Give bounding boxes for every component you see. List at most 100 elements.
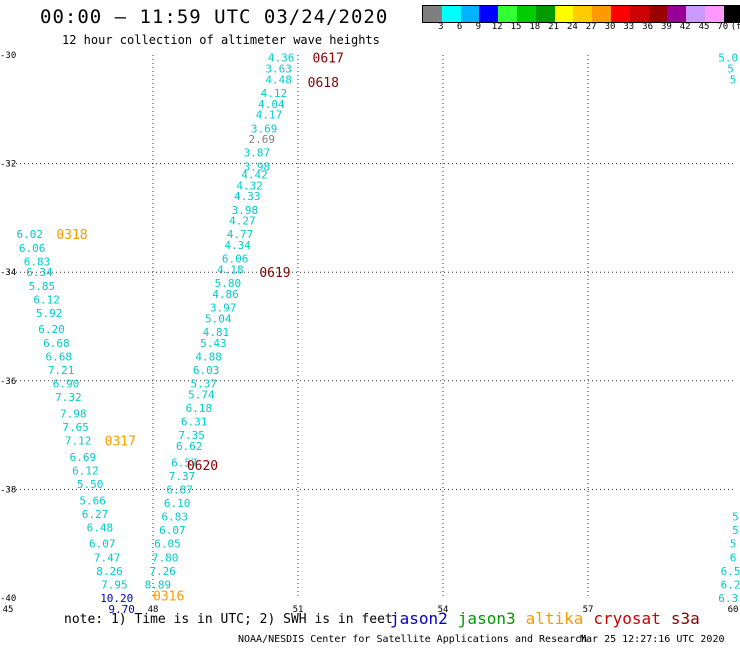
- units-note: note: 1) Time is in UTC; 2) SWH is in fe…: [64, 612, 393, 627]
- swh-value: 6.07: [159, 524, 186, 537]
- swh-value: 6.07: [89, 538, 116, 551]
- swh-value: 7.12: [65, 435, 92, 448]
- swh-value: 4.48: [265, 73, 292, 86]
- color-swatch: [460, 6, 480, 22]
- swh-value: 7.35: [178, 429, 205, 442]
- swh-value: 3.97: [210, 301, 237, 314]
- y-tick-label: -38: [0, 485, 16, 495]
- data-points: 4.363.634.484.124.044.173.692.693.873.98…: [17, 52, 740, 616]
- swh-value: 7.32: [55, 391, 82, 404]
- swh-value: 7.80: [152, 551, 179, 564]
- swh-value: 2.69: [249, 133, 276, 146]
- swh-value: 4.86: [212, 288, 239, 301]
- swh-value: 6.83: [24, 255, 51, 268]
- swh-value: 4.81: [203, 326, 230, 339]
- color-scale-label: 70: [717, 22, 729, 32]
- pass-label: 0318: [56, 228, 87, 243]
- swh-value: 10.20: [100, 592, 133, 605]
- swh-value: 6.90: [53, 378, 80, 391]
- swh-value: 6.02: [17, 228, 44, 241]
- color-scale-label: 6: [456, 22, 463, 32]
- y-tick-label: -34: [0, 268, 16, 278]
- swh-value: 6.62: [176, 440, 203, 453]
- x-tick-label: 45: [3, 605, 14, 615]
- legend-entry: altika: [525, 609, 584, 628]
- color-swatch: [667, 6, 687, 22]
- color-scale-label: 45: [698, 22, 710, 32]
- swh-value: 7.98: [60, 407, 87, 420]
- swh-value: 5.80: [215, 277, 242, 290]
- swh-value: 5: [732, 524, 739, 537]
- chart-subtitle: 12 hour collection of altimeter wave hei…: [62, 33, 380, 47]
- pass-label: 0617: [313, 52, 344, 67]
- swh-value: 6.03: [193, 364, 220, 377]
- swh-value: 4.12: [261, 87, 288, 100]
- x-tick-label: 57: [583, 605, 594, 615]
- swh-value: 4.77: [227, 228, 254, 241]
- color-swatch: [573, 6, 593, 22]
- swh-value: 5: [727, 63, 734, 76]
- color-scale-bar: [422, 5, 740, 23]
- color-scale-label: 39: [660, 22, 672, 32]
- swh-value: 5.50: [77, 478, 104, 491]
- color-swatch: [554, 6, 574, 22]
- color-scale-label: 9: [475, 22, 482, 32]
- swh-value: 6.20: [38, 323, 65, 336]
- color-swatch: [498, 6, 517, 22]
- swh-value: 6.69: [70, 451, 97, 464]
- swh-value: 6.68: [43, 337, 70, 350]
- swh-value: 5.04: [205, 312, 232, 325]
- y-tick-label: -40: [0, 594, 16, 604]
- swh-value: 5.43: [200, 337, 227, 350]
- swh-value: 8.89: [145, 578, 172, 591]
- swh-value: 7.21: [48, 364, 75, 377]
- swh-value: 9.70: [108, 603, 135, 616]
- color-scale-label: 12: [491, 22, 503, 32]
- swh-value: 5.85: [29, 280, 56, 293]
- swh-value: 5: [730, 538, 737, 551]
- satellite-legend: jason2 jason3 altika cryosat s3a: [390, 609, 710, 628]
- swh-value: 6.57: [171, 456, 198, 469]
- swh-value: 4.42: [241, 168, 268, 181]
- swh-value: 6: [730, 551, 737, 564]
- swh-value: 6.27: [82, 508, 109, 521]
- swh-value: 6.10: [164, 497, 191, 510]
- swh-value: 7.95: [101, 578, 128, 591]
- swh-value: 6.48: [87, 521, 114, 534]
- swh-value: 4.33: [234, 190, 261, 203]
- color-scale-label: (ft): [730, 22, 740, 32]
- swh-value: 6.83: [162, 511, 189, 524]
- color-swatch: [441, 6, 461, 22]
- swh-value: 6.31: [181, 416, 208, 429]
- color-scale-label: 18: [529, 22, 541, 32]
- swh-value: 6.06: [222, 253, 249, 266]
- color-swatch: [610, 6, 630, 22]
- swh-value: 4.36: [268, 52, 295, 65]
- color-scale-label: 30: [604, 22, 616, 32]
- swh-value: 5.0: [718, 52, 738, 65]
- legend-entry: jason3: [457, 609, 516, 628]
- color-swatch: [686, 6, 705, 22]
- x-tick-label: 54: [438, 605, 449, 615]
- credit-text: NOAA/NESDIS Center for Satellite Applica…: [238, 634, 588, 645]
- swh-value: 6.18: [186, 402, 213, 415]
- swh-value: 6.2: [721, 578, 740, 591]
- legend-entry: jason2: [390, 609, 448, 628]
- color-scale-label: 15: [510, 22, 522, 32]
- chart-title: 00:00 – 11:59 UTC 03/24/2020: [40, 6, 389, 28]
- swh-value: 3.63: [265, 63, 292, 76]
- pass-label: 0620: [187, 459, 218, 474]
- color-scale-label: 24: [566, 22, 578, 32]
- swh-value: 7.37: [169, 470, 196, 483]
- swh-value: 4.32: [236, 179, 263, 192]
- grid-lines: [8, 55, 733, 598]
- color-swatch: [629, 6, 649, 22]
- y-tick-label: -36: [0, 377, 16, 387]
- swh-value: 4.18: [217, 263, 244, 276]
- color-scale-label: 21: [548, 22, 560, 32]
- credit-timestamp: Mar 25 12:27:16 UTC 2020: [580, 634, 725, 645]
- swh-value: 7.26: [149, 565, 176, 578]
- swh-value: 6.06: [19, 242, 46, 255]
